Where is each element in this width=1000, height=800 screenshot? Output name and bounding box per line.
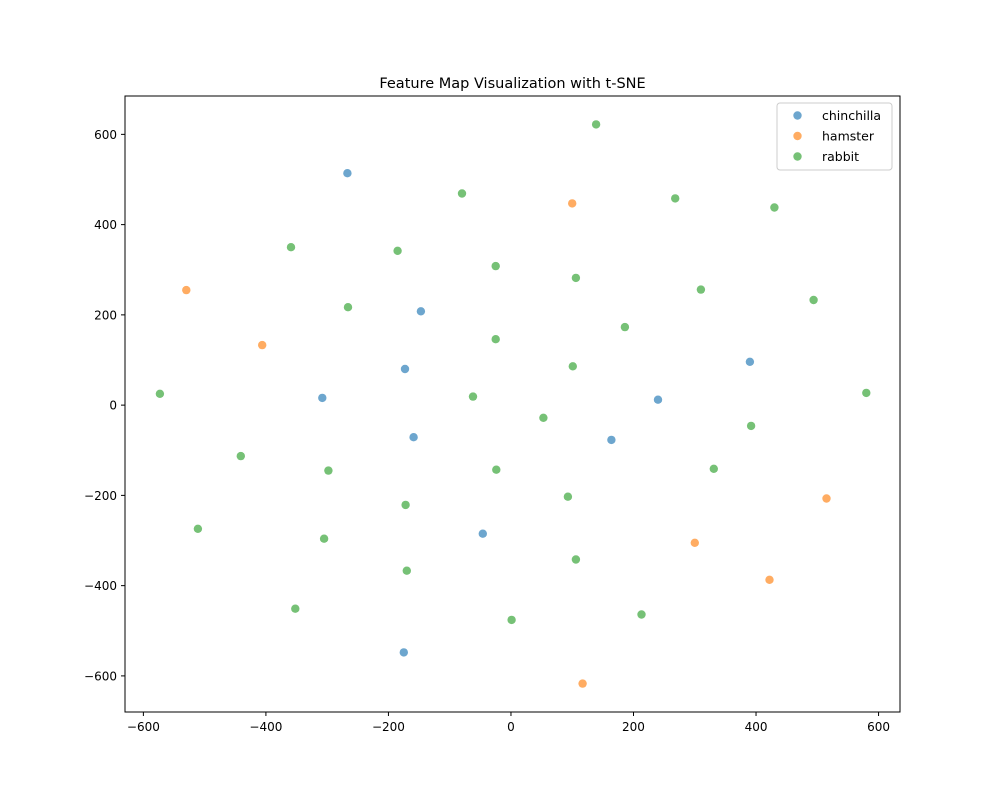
point-chinchilla-1 <box>416 307 426 316</box>
point-rabbit-18 <box>746 421 756 431</box>
legend: chinchilla hamster rabbit <box>776 102 893 171</box>
point-hamster-1 <box>258 340 267 350</box>
point-rabbit-9 <box>809 295 818 305</box>
point-rabbit-15 <box>468 392 478 401</box>
point-rabbit-4 <box>286 243 296 252</box>
point-rabbit-7 <box>571 273 581 283</box>
x-tick-label-1: −400 <box>249 720 282 734</box>
point-rabbit-31 <box>507 615 516 625</box>
point-rabbit-24 <box>401 500 410 510</box>
legend-label-hamster: hamster <box>822 129 875 144</box>
point-rabbit-2 <box>671 194 680 203</box>
point-chinchilla-2 <box>400 364 410 374</box>
y-tick-label-4: 200 <box>94 308 117 322</box>
point-rabbit-3 <box>770 203 779 212</box>
legend-label-rabbit: rabbit <box>822 149 859 164</box>
point-rabbit-17 <box>539 413 548 422</box>
point-rabbit-23 <box>563 492 573 501</box>
point-rabbit-20 <box>324 466 333 475</box>
x-tick-label-3: 0 <box>507 720 515 734</box>
point-rabbit-1 <box>457 189 467 198</box>
point-chinchilla-0 <box>343 169 352 178</box>
point-hamster-2 <box>568 199 577 208</box>
point-chinchilla-6 <box>607 435 616 445</box>
point-rabbit-28 <box>402 566 411 575</box>
x-tick-label-0: −600 <box>127 720 160 734</box>
y-tick-label-5: 400 <box>94 218 117 232</box>
point-chinchilla-5 <box>478 529 487 538</box>
points-layer <box>155 120 871 688</box>
point-rabbit-12 <box>491 335 500 344</box>
point-hamster-5 <box>765 575 774 584</box>
point-chinchilla-4 <box>409 433 418 442</box>
point-hamster-6 <box>578 679 587 688</box>
point-rabbit-25 <box>193 524 203 533</box>
legend-marker-rabbit <box>793 152 802 161</box>
legend-box <box>776 102 893 171</box>
point-rabbit-6 <box>491 261 500 271</box>
point-chinchilla-3 <box>318 393 327 403</box>
point-chinchilla-7 <box>653 395 663 404</box>
point-rabbit-22 <box>709 464 718 473</box>
legend-label-chinchilla: chinchilla <box>822 108 881 123</box>
point-hamster-4 <box>690 538 699 547</box>
axes-layer: −600 −400 −200 0 200 400 600 −600 −400 −200 0 200 40… <box>84 128 890 734</box>
point-rabbit-30 <box>637 610 646 619</box>
point-rabbit-14 <box>155 389 165 398</box>
y-tick-label-1: −400 <box>84 579 117 593</box>
y-tick-label-0: −600 <box>84 669 117 683</box>
point-hamster-0 <box>182 285 191 295</box>
point-chinchilla-9 <box>399 648 408 657</box>
point-rabbit-21 <box>492 465 501 474</box>
point-chinchilla-8 <box>745 357 755 366</box>
x-tick-label-6: 600 <box>867 720 890 734</box>
point-rabbit-8 <box>696 285 706 294</box>
point-rabbit-29 <box>291 604 300 613</box>
y-tick-label-6: 600 <box>94 128 117 142</box>
plot-area-frame <box>124 95 901 713</box>
y-tick-label-3: 0 <box>109 399 117 413</box>
chart-title: Feature Map Visualization with t-SNE <box>379 76 645 92</box>
x-tick-label-2: −200 <box>372 720 405 734</box>
x-tick-label-4: 200 <box>622 720 645 734</box>
y-tick-label-2: −200 <box>84 489 117 503</box>
point-hamster-3 <box>822 494 831 503</box>
x-tick-label-5: 400 <box>745 720 768 734</box>
point-rabbit-27 <box>571 555 581 564</box>
point-rabbit-19 <box>236 451 245 461</box>
point-rabbit-5 <box>393 246 402 255</box>
legend-marker-hamster <box>793 131 802 141</box>
point-rabbit-16 <box>862 388 871 398</box>
point-rabbit-10 <box>343 303 353 312</box>
point-rabbit-11 <box>620 322 630 332</box>
point-rabbit-13 <box>568 362 577 371</box>
point-rabbit-0 <box>591 120 601 129</box>
legend-marker-chinchilla <box>793 111 802 120</box>
point-rabbit-26 <box>319 534 329 543</box>
